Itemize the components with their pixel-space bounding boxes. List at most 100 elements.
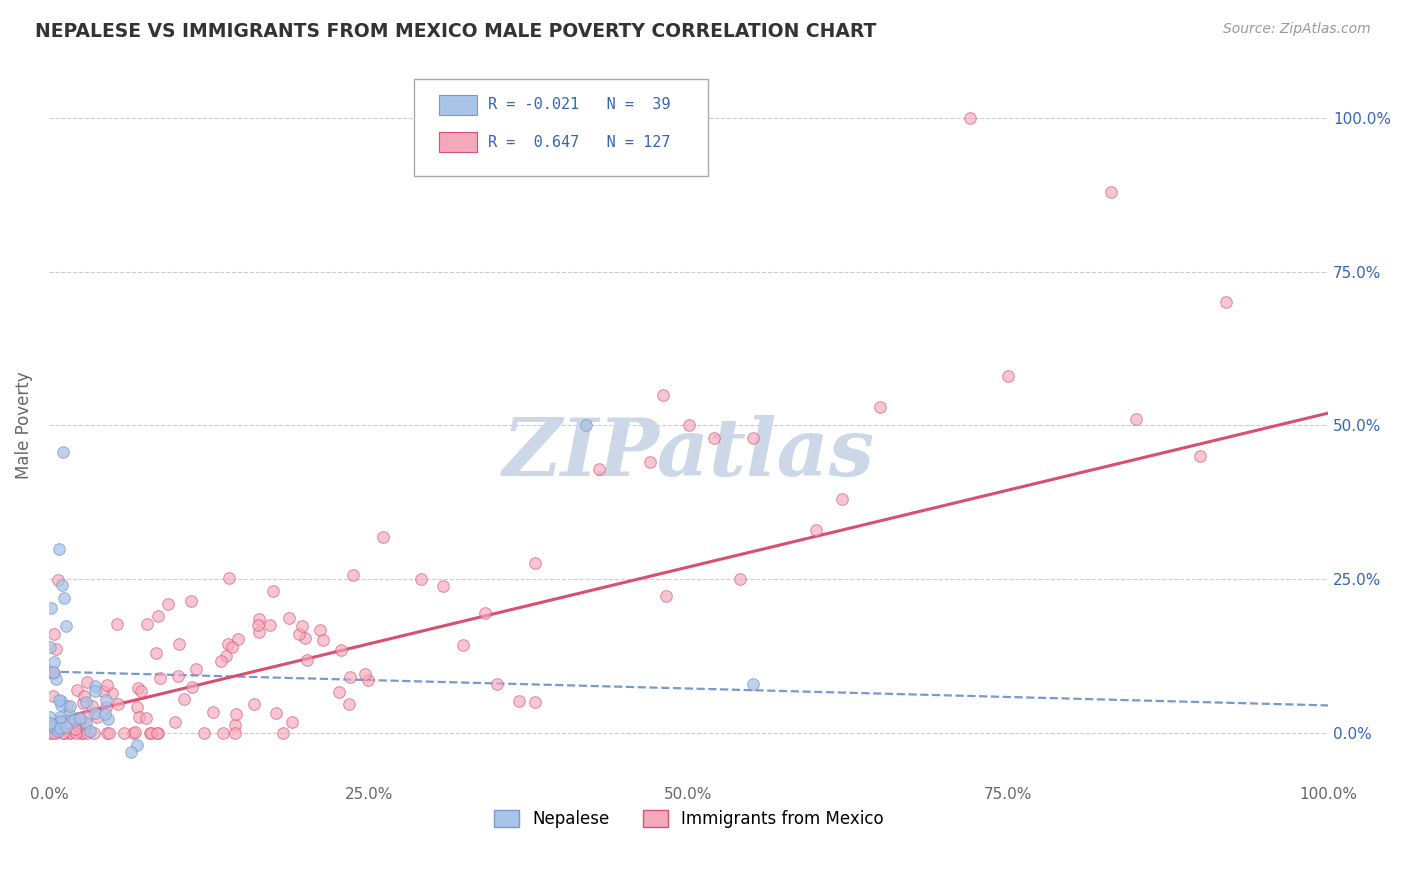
Point — [107, 697, 129, 711]
Point — [98, 726, 121, 740]
Point — [357, 673, 380, 688]
Point — [353, 666, 375, 681]
Point — [167, 636, 190, 650]
Point — [80, 698, 103, 713]
Point — [42, 726, 65, 740]
Point — [42, 665, 65, 679]
Y-axis label: Male Poverty: Male Poverty — [15, 372, 32, 479]
Point — [139, 726, 162, 740]
Point — [1125, 412, 1147, 426]
Point — [129, 684, 152, 698]
Point — [311, 632, 333, 647]
Point — [48, 714, 70, 728]
Point — [295, 652, 318, 666]
Point — [72, 696, 94, 710]
Point — [741, 677, 763, 691]
Point — [741, 431, 763, 445]
Point — [869, 400, 891, 414]
Point — [84, 706, 107, 720]
Point — [215, 648, 238, 663]
Point — [58, 706, 80, 721]
Point — [1215, 295, 1237, 310]
Point — [120, 745, 142, 759]
Point — [55, 720, 77, 734]
Point — [342, 567, 364, 582]
Point — [49, 693, 72, 707]
Point — [39, 724, 62, 739]
Point — [45, 672, 67, 686]
Text: Source: ZipAtlas.com: Source: ZipAtlas.com — [1223, 22, 1371, 37]
Point — [165, 714, 187, 729]
Point — [55, 618, 77, 632]
Point — [39, 716, 62, 731]
Point — [67, 716, 90, 731]
Point — [1189, 449, 1212, 463]
Point — [806, 523, 828, 537]
Point — [128, 710, 150, 724]
Point — [39, 726, 62, 740]
Point — [39, 665, 62, 679]
Point — [84, 679, 107, 693]
Point — [1099, 185, 1122, 199]
Point — [70, 726, 93, 740]
Point — [51, 578, 73, 592]
Point — [959, 111, 981, 125]
Point — [59, 699, 82, 714]
Point — [41, 718, 63, 732]
Point — [91, 684, 114, 698]
Point — [52, 726, 75, 740]
Point — [121, 726, 143, 740]
Point — [48, 693, 70, 707]
Point — [45, 726, 67, 740]
Point — [485, 677, 508, 691]
Point — [39, 601, 62, 615]
Legend: Nepalese, Immigrants from Mexico: Nepalese, Immigrants from Mexico — [486, 803, 890, 835]
Point — [51, 698, 73, 713]
Point — [53, 726, 76, 740]
Point — [39, 710, 62, 724]
Point — [523, 556, 546, 570]
Point — [48, 710, 70, 724]
Point — [93, 706, 115, 721]
Point — [728, 572, 751, 586]
Point — [524, 695, 547, 709]
Point — [224, 718, 246, 732]
Point — [209, 654, 232, 668]
Point — [259, 618, 281, 632]
Point — [156, 597, 179, 611]
Point — [271, 726, 294, 740]
Point — [79, 724, 101, 739]
Point — [63, 713, 86, 727]
Point — [48, 541, 70, 556]
Point — [96, 712, 118, 726]
Text: R = -0.021   N =  39: R = -0.021 N = 39 — [488, 97, 671, 112]
Point — [247, 612, 270, 626]
Point — [588, 461, 610, 475]
Point — [508, 694, 530, 708]
Text: NEPALESE VS IMMIGRANTS FROM MEXICO MALE POVERTY CORRELATION CHART: NEPALESE VS IMMIGRANTS FROM MEXICO MALE … — [35, 22, 876, 41]
Point — [180, 593, 202, 607]
FancyBboxPatch shape — [413, 79, 707, 176]
Point — [655, 589, 678, 603]
Point — [73, 690, 96, 704]
Point — [288, 627, 311, 641]
Point — [652, 387, 675, 401]
Point — [105, 617, 128, 632]
Point — [638, 455, 661, 469]
Point — [44, 655, 66, 669]
Text: ZIPatlas: ZIPatlas — [502, 416, 875, 492]
Point — [46, 724, 69, 739]
Point — [294, 632, 316, 646]
Point — [264, 706, 287, 720]
Point — [86, 709, 108, 723]
Point — [146, 726, 169, 740]
Point — [146, 726, 169, 740]
Point — [125, 739, 148, 753]
Point — [211, 726, 233, 740]
Point — [83, 684, 105, 698]
Point — [308, 623, 330, 637]
Point — [136, 616, 159, 631]
Point — [39, 640, 62, 654]
Point — [72, 726, 94, 740]
Point — [66, 717, 89, 731]
